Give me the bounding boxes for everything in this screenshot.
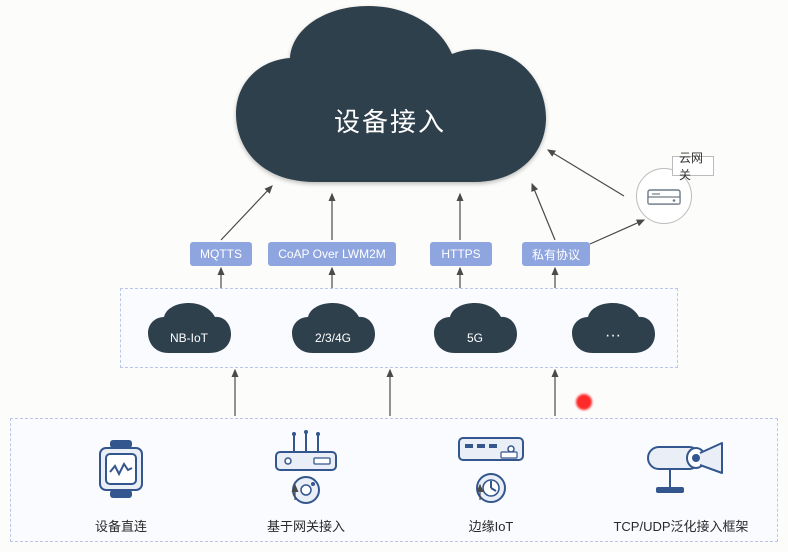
cloud-shape <box>236 6 546 182</box>
device-label: 设备直连 <box>95 516 147 535</box>
device-panel: 设备直连 基于网关接入 <box>10 418 778 542</box>
protocol-row: MQTTS CoAP Over LWM2M HTTPS 私有协议 <box>0 242 788 268</box>
router-icon <box>266 427 346 510</box>
protocol-mqtts: MQTTS <box>190 242 252 266</box>
cloud-title: 设备接入 <box>230 102 550 139</box>
device-direct: 设备直连 <box>41 427 201 535</box>
device-tcpudp: TCP/UDP泛化接入框架 <box>601 427 761 535</box>
protocol-https: HTTPS <box>430 242 492 266</box>
net-5g: 5G <box>431 301 519 357</box>
device-label: TCP/UDP泛化接入框架 <box>613 516 748 535</box>
network-panel: NB-IoT 2/3/4G 5G ··· <box>120 288 678 368</box>
main-cloud: 设备接入 <box>230 2 550 192</box>
net-more: ··· <box>569 301 657 357</box>
protocol-coap-lwm2m: CoAP Over LWM2M <box>268 242 396 266</box>
gateway-label: 云网关 <box>672 156 714 176</box>
hub-icon <box>449 427 533 510</box>
device-label: 边缘IoT <box>469 516 514 535</box>
net-234g: 2/3/4G <box>289 301 377 357</box>
cloud-gateway: 云网关 <box>624 156 714 226</box>
device-gateway: 基于网关接入 <box>226 427 386 535</box>
camera-icon <box>636 427 726 510</box>
net-label: ··· <box>569 327 657 345</box>
net-label: 2/3/4G <box>289 331 377 345</box>
net-label: NB-IoT <box>145 331 233 345</box>
cursor-dot <box>576 394 592 410</box>
net-nbiot: NB-IoT <box>145 301 233 357</box>
device-label: 基于网关接入 <box>267 516 345 535</box>
device-edge-iot: 边缘IoT <box>411 427 571 535</box>
watch-icon <box>86 427 156 510</box>
protocol-proprietary: 私有协议 <box>522 242 590 266</box>
net-label: 5G <box>431 331 519 345</box>
